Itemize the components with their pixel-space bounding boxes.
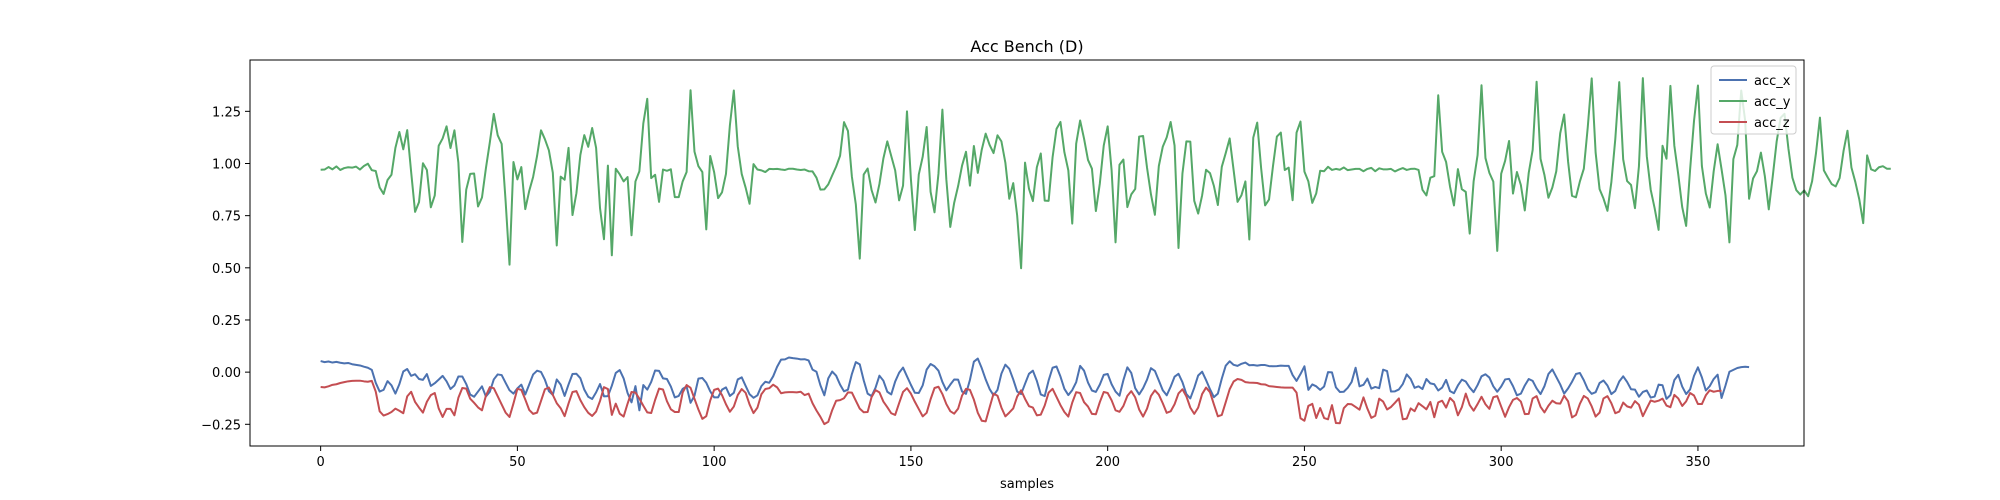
x-tick-label: 300: [1489, 455, 1514, 470]
x-tick-label: 350: [1686, 455, 1711, 470]
x-tick-label: 50: [509, 455, 526, 470]
y-tick-label: 0.25: [212, 314, 241, 329]
series-line-acc-x: [320, 356, 1750, 412]
axis-ticks: 0 50 100 150 200 250 300 350 −0.25 0.00 0.25 0.50 0.…: [201, 105, 1710, 470]
series-line-acc-y: [320, 77, 1891, 270]
series-lines: [320, 77, 1891, 426]
x-tick-label: 200: [1095, 455, 1120, 470]
y-tick-label: 0.00: [212, 366, 241, 381]
y-tick-label: −0.25: [201, 418, 241, 433]
x-tick-label: 0: [316, 455, 324, 470]
x-tick-label: 100: [702, 455, 727, 470]
y-tick-label: 1.25: [212, 105, 241, 120]
legend-box: [1710, 65, 1797, 135]
legend: acc_x acc_y acc_z: [1710, 65, 1797, 135]
legend-label: acc_y: [1754, 95, 1791, 110]
legend-label: acc_z: [1754, 116, 1790, 131]
x-tick-label: 250: [1292, 455, 1317, 470]
y-tick-label: 0.50: [212, 262, 241, 277]
y-tick-label: 0.75: [212, 210, 241, 225]
chart-title: Acc Bench (D): [970, 37, 1083, 56]
legend-label: acc_x: [1754, 74, 1791, 89]
y-tick-label: 1.00: [212, 157, 241, 172]
x-axis-label: samples: [1000, 477, 1054, 492]
series-line-acc-z: [320, 378, 1722, 426]
x-tick-label: 150: [898, 455, 923, 470]
plot-frame: [249, 59, 1805, 447]
